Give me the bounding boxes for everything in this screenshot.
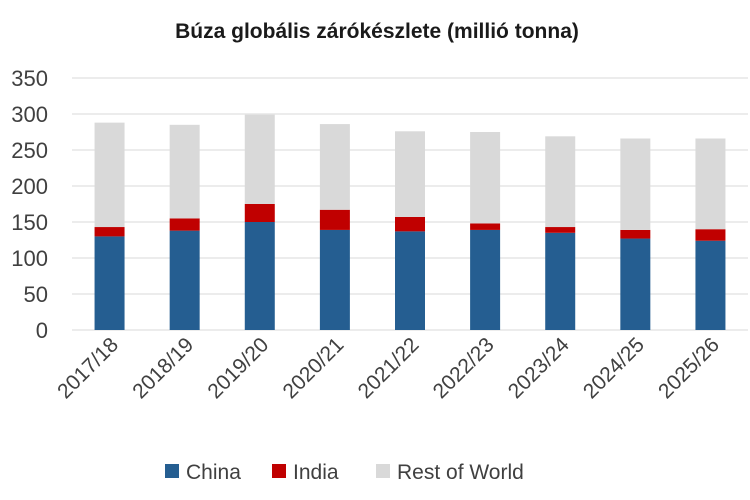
y-tick-label: 150 bbox=[11, 210, 48, 235]
x-tick-label: 2021/22 bbox=[354, 333, 424, 403]
bar-segment-india bbox=[470, 223, 501, 230]
bar-segment-india bbox=[319, 209, 350, 230]
y-tick-label: 350 bbox=[11, 66, 48, 91]
legend-swatch bbox=[376, 464, 390, 478]
bar-segment-india bbox=[395, 216, 425, 232]
legend-label: India bbox=[293, 461, 339, 484]
y-axis-ticks: 0 50 100 150 200 250 300 350 bbox=[11, 66, 48, 343]
legend: China India Rest of World bbox=[165, 461, 524, 484]
bar-segment-china bbox=[94, 236, 125, 330]
legend-swatch bbox=[165, 464, 179, 478]
bar-segment-india bbox=[620, 229, 651, 239]
x-tick-label: 2018/19 bbox=[128, 333, 198, 403]
bar-segment-india bbox=[244, 204, 275, 222]
bar-segment-india bbox=[545, 227, 576, 233]
bar-segment-rest-of-world bbox=[169, 124, 200, 219]
bars bbox=[94, 114, 726, 330]
bar-segment-rest-of-world bbox=[470, 132, 501, 224]
bar-segment-india bbox=[94, 227, 125, 237]
bar-segment-rest-of-world bbox=[244, 114, 275, 204]
bar-segment-china bbox=[169, 230, 200, 330]
bar-segment-china bbox=[319, 229, 350, 330]
bar-segment-china bbox=[395, 231, 425, 330]
x-tick-label: 2017/18 bbox=[53, 333, 123, 403]
x-tick-label: 2024/25 bbox=[579, 333, 649, 403]
bar-segment-china bbox=[695, 240, 726, 330]
y-tick-label: 250 bbox=[11, 138, 48, 163]
legend-swatch bbox=[272, 464, 286, 478]
bar-segment-rest-of-world bbox=[94, 122, 125, 228]
x-tick-label: 2023/24 bbox=[504, 333, 574, 403]
legend-label: China bbox=[186, 461, 241, 484]
bar-segment-rest-of-world bbox=[620, 138, 651, 230]
x-tick-label: 2020/21 bbox=[278, 333, 348, 403]
y-tick-label: 50 bbox=[24, 282, 48, 307]
x-tick-label: 2019/20 bbox=[203, 333, 273, 403]
y-tick-label: 0 bbox=[36, 318, 48, 343]
chart-title: Búza globális zárókészlete (millió tonna… bbox=[175, 20, 579, 43]
bar-segment-india bbox=[695, 229, 726, 241]
bar-segment-rest-of-world bbox=[319, 124, 350, 210]
bar-segment-china bbox=[620, 238, 651, 330]
y-tick-label: 300 bbox=[11, 102, 48, 127]
bar-segment-china bbox=[545, 232, 576, 330]
bar-segment-rest-of-world bbox=[545, 136, 576, 228]
bar-segment-india bbox=[169, 218, 200, 231]
bar-segment-rest-of-world bbox=[695, 138, 726, 230]
bar-segment-rest-of-world bbox=[395, 131, 425, 217]
bar-segment-china bbox=[244, 222, 275, 330]
bar-segment-china bbox=[470, 229, 501, 330]
legend-label: Rest of World bbox=[397, 461, 524, 484]
y-tick-label: 200 bbox=[11, 174, 48, 199]
y-tick-label: 100 bbox=[11, 246, 48, 271]
x-tick-label: 2022/23 bbox=[429, 333, 499, 403]
x-axis-ticks: 2017/18 2018/19 2019/20 2020/21 2021/22 2022/… bbox=[53, 333, 724, 403]
x-tick-label: 2025/26 bbox=[654, 333, 724, 403]
